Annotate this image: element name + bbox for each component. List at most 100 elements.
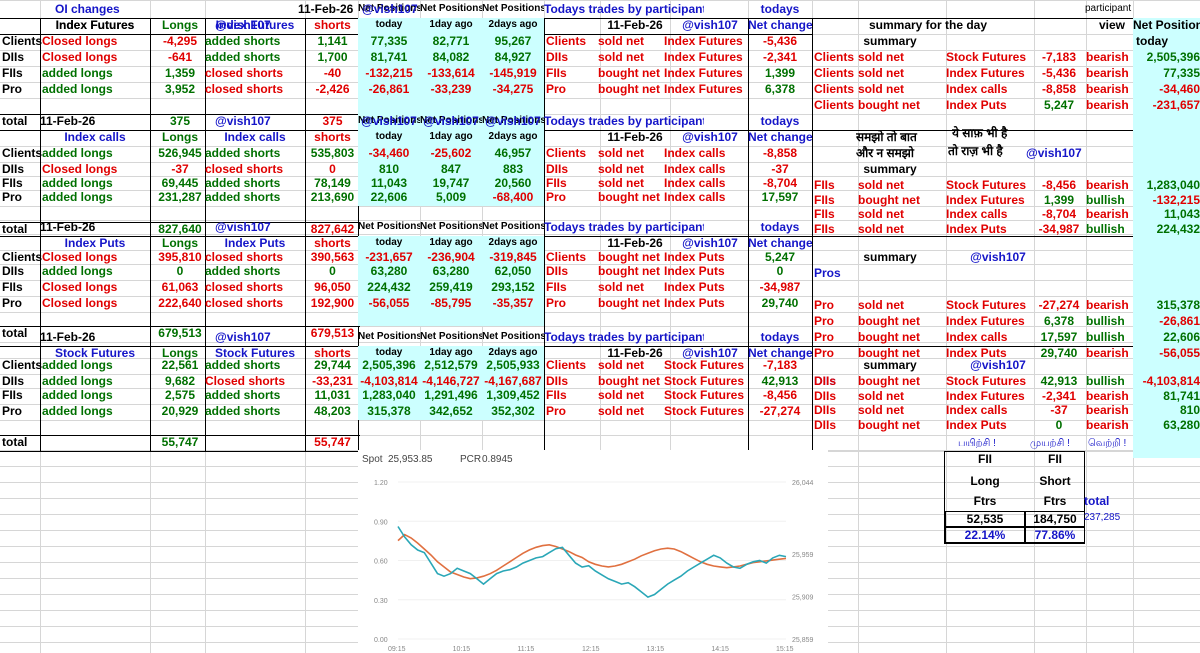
short-total: 679,513 bbox=[310, 326, 355, 340]
summary-action: sold net bbox=[858, 403, 905, 418]
short-value: -40 bbox=[323, 66, 342, 80]
long-title: Index calls bbox=[224, 130, 286, 144]
short-value: 192,900 bbox=[310, 296, 355, 310]
trade-instrument: Index Puts bbox=[664, 296, 725, 310]
summary-handle: @vish107 bbox=[970, 358, 1026, 372]
short-action: added shorts bbox=[205, 176, 281, 190]
trades-date: 11-Feb-26 bbox=[607, 236, 663, 250]
fii-long-value: 52,535 bbox=[945, 511, 1025, 527]
cell-highlight bbox=[358, 114, 544, 130]
long-action: added longs bbox=[42, 190, 113, 204]
short-value: 96,050 bbox=[314, 280, 351, 294]
cell-highlight bbox=[1133, 18, 1200, 458]
net-2d: 84,927 bbox=[494, 50, 532, 64]
short-action: closed shorts bbox=[205, 250, 284, 264]
net-today: 2,505,396 bbox=[362, 358, 416, 372]
summary-instrument: Index Futures bbox=[946, 388, 1025, 403]
net-1d: -25,602 bbox=[430, 146, 472, 160]
long-action: added longs bbox=[42, 264, 113, 278]
trade-value: 1,399 bbox=[764, 66, 796, 80]
x-tick: 11:15 bbox=[517, 646, 534, 653]
long-title: Index Puts bbox=[224, 236, 286, 250]
short-action: added shorts bbox=[205, 358, 281, 372]
net-2d: 62,050 bbox=[494, 264, 532, 278]
summary-instrument: Stock Futures bbox=[946, 374, 1027, 388]
long-value: 1,359 bbox=[164, 66, 196, 80]
long-value: 20,929 bbox=[161, 404, 199, 418]
net-2d-header: 2days ago bbox=[488, 131, 538, 142]
trade-action: bought net bbox=[598, 296, 660, 310]
y-right-tick: 25,859 bbox=[792, 637, 814, 644]
long-value: 231,287 bbox=[158, 190, 202, 204]
trade-value: -34,987 bbox=[759, 280, 801, 294]
x-tick: 09:15 bbox=[388, 646, 406, 653]
net-today: 11,043 bbox=[370, 176, 408, 190]
summary-participant: Pro bbox=[814, 298, 835, 312]
spot-pcr-chart: Spot 25,953.85 PCR 0.8945 1.20 0.90 0.60 0.30 0.… bbox=[358, 450, 828, 653]
long-value: 222,640 bbox=[158, 296, 202, 310]
total-label: total bbox=[2, 114, 28, 128]
short-action: added shorts bbox=[205, 264, 281, 278]
block-title: Index Puts bbox=[64, 236, 126, 250]
trade-action: bought net bbox=[598, 264, 660, 278]
summary-net: -56,055 bbox=[1159, 346, 1200, 360]
trade-participant: DIIs bbox=[546, 50, 569, 64]
summary-view: bearish bbox=[1086, 98, 1129, 112]
long-value: -641 bbox=[167, 50, 193, 64]
summary-value: -34,987 bbox=[1038, 221, 1080, 236]
summary-view: bearish bbox=[1086, 66, 1129, 80]
summary-view: bullish bbox=[1086, 221, 1125, 236]
long-action: added longs bbox=[42, 146, 113, 160]
trade-participant: Pro bbox=[546, 296, 567, 310]
x-tick: 12:15 bbox=[582, 646, 600, 653]
trade-action: sold net bbox=[598, 388, 645, 402]
short-value: 11,031 bbox=[314, 388, 351, 402]
net-2d-header: 2days ago bbox=[488, 19, 538, 30]
summary-participant: DIIs bbox=[814, 403, 837, 418]
trade-value: -27,274 bbox=[759, 404, 801, 418]
handle-cell: @vish107 bbox=[423, 114, 479, 128]
summary-instrument: Index Futures bbox=[946, 66, 1025, 80]
net-today: 224,432 bbox=[367, 280, 411, 294]
summary-net: 2,505,396 bbox=[1146, 50, 1200, 64]
y-right-tick: 26,044 bbox=[792, 480, 814, 487]
net-1d-header: 1day ago bbox=[429, 131, 473, 142]
fii-long-title: FII bbox=[978, 452, 992, 466]
short-value: 48,203 bbox=[314, 404, 351, 418]
net-today: -56,055 bbox=[368, 296, 410, 310]
row-label-3: Pro bbox=[2, 82, 23, 96]
trade-action: bought net bbox=[598, 250, 660, 264]
summary-participant: DIIs bbox=[814, 388, 837, 403]
trade-value: -8,456 bbox=[762, 388, 798, 402]
summary-value: 0 bbox=[1055, 417, 1063, 432]
todays-label: todays bbox=[760, 220, 800, 234]
x-tick: 10:15 bbox=[453, 646, 471, 653]
summary-action: sold net bbox=[858, 221, 905, 236]
net-today: -26,861 bbox=[368, 82, 410, 96]
summary-action: bought net bbox=[858, 374, 920, 388]
top-handle: @vish107 bbox=[362, 2, 418, 16]
summary-instrument: Index calls bbox=[946, 403, 1008, 418]
net-positions-header: Net Positions bbox=[1133, 18, 1200, 32]
long-value: -37 bbox=[171, 162, 189, 176]
long-value: 22,561 bbox=[161, 358, 199, 372]
summary-for-day: summary for the day bbox=[868, 18, 988, 32]
block-handle: @vish107 bbox=[215, 330, 271, 344]
row-label-2: FIIs bbox=[2, 280, 23, 294]
short-value: 0 bbox=[329, 264, 336, 278]
trades-date: 11-Feb-26 bbox=[607, 346, 663, 360]
block-handle: @vish107 bbox=[215, 114, 271, 128]
short-value: 29,744 bbox=[314, 358, 351, 372]
trade-value: -5,436 bbox=[762, 34, 798, 48]
y-left-tick: 1.20 bbox=[374, 480, 388, 487]
summary-value: -8,858 bbox=[1041, 82, 1077, 96]
summary-value: -37 bbox=[1050, 403, 1068, 418]
net-today: 77,335 bbox=[370, 34, 408, 48]
net-today: 315,378 bbox=[367, 404, 411, 418]
summary-view: bearish bbox=[1086, 82, 1129, 96]
summary-net: -231,657 bbox=[1152, 98, 1200, 112]
trade-action: sold net bbox=[598, 146, 645, 160]
net-1d: -236,904 bbox=[427, 250, 475, 264]
trade-instrument: Index Futures bbox=[664, 34, 743, 48]
net-1d-header: 1day ago bbox=[429, 237, 473, 248]
